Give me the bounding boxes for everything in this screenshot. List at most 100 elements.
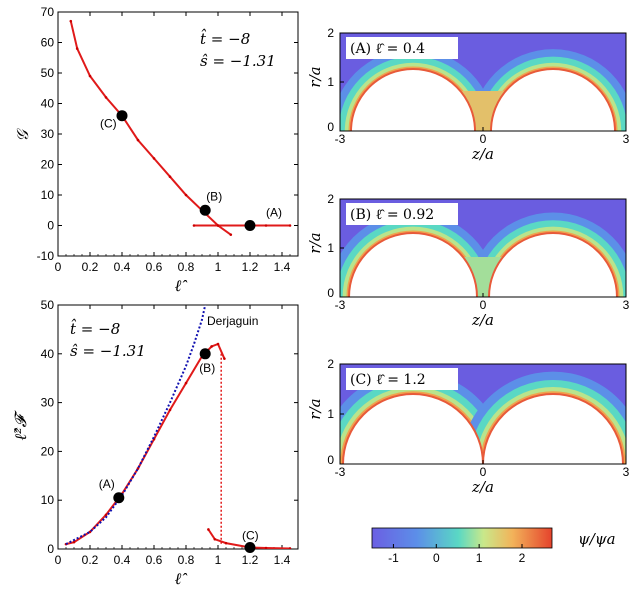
plot-frame	[57, 11, 299, 257]
series-point	[104, 96, 108, 99]
series-point	[104, 513, 108, 517]
highlight-point	[199, 348, 211, 360]
y-axis-label: r/a	[306, 66, 324, 87]
x-tick-label: 0	[480, 132, 487, 146]
series-line-2	[207, 528, 291, 549]
y-tick-label: 70	[41, 5, 55, 19]
x-tick-label: 0.4	[114, 260, 131, 274]
x-tick-label: 0.6	[146, 260, 163, 274]
colorbar-gradient	[371, 527, 553, 549]
scaled-force-chart: 0 0.2 0.4 0.6 0.8 1 1.2 1.4 0 10 20 30 40 50 (A) (B) (…	[11, 298, 299, 588]
highlight-point	[116, 110, 128, 122]
x-tick-label: 1.4	[274, 553, 291, 567]
point-label: (C)	[100, 117, 117, 131]
point-label: (A)	[266, 206, 282, 220]
x-tick-label: 3	[623, 465, 630, 479]
x-tick-label: 0	[55, 260, 62, 274]
x-axis-label: z/a	[471, 478, 494, 496]
y-axis-label: r/a	[306, 232, 324, 253]
y-axis-label: ℓ̂²𝓕	[11, 409, 30, 440]
panel-label-box	[346, 203, 458, 225]
x-tick-label: 0.6	[146, 553, 163, 567]
colorbar: -1 0 1 2 ψ/ψa	[371, 527, 616, 565]
series-point	[168, 175, 172, 178]
colorbar-tick-label: 2	[519, 551, 526, 565]
series-point	[136, 138, 140, 142]
colloid-particle	[342, 393, 484, 464]
y-tick-label: 1	[327, 407, 334, 421]
panel-label: (C) ℓ̂ = 1.2	[350, 372, 426, 388]
x-tick-label: -3	[335, 465, 346, 479]
y-tick-label: 0	[47, 219, 54, 233]
panel-label: (B) ℓ̂ = 0.92	[350, 207, 434, 223]
series-point	[216, 342, 220, 346]
series-line-1	[65, 305, 207, 545]
x-axis-label: ℓ̂	[175, 569, 188, 588]
y-tick-label: 0	[47, 542, 54, 556]
x-tick-label: 3	[623, 132, 630, 146]
colorbar-tick-label: 0	[433, 551, 440, 565]
x-tick-label: -3	[335, 298, 346, 312]
series-point	[75, 47, 79, 50]
series-point	[264, 224, 268, 227]
param-s: ŝ = −1.31	[200, 52, 276, 70]
series-point	[210, 345, 213, 348]
point-label: (B)	[199, 361, 215, 375]
colloid-particle	[350, 68, 476, 131]
y-tick-label: 30	[41, 127, 55, 141]
x-tick-label: 0.8	[178, 553, 195, 567]
y-tick-label: -10	[37, 249, 55, 263]
y-tick-label: 1	[327, 75, 334, 89]
highlight-point	[113, 492, 125, 504]
x-tick-label: 1	[215, 553, 222, 567]
x-tick-label: -3	[335, 132, 346, 146]
series-point	[224, 541, 228, 545]
series-point	[72, 540, 76, 544]
param-s: ŝ = −1.31	[70, 342, 146, 360]
series-point	[88, 74, 92, 78]
y-axis-label: r/a	[306, 398, 324, 419]
y-tick-label: 50	[41, 298, 55, 312]
derjaguin-annotation: Derjaguin	[207, 314, 258, 328]
colorbar-label: ψ/ψa	[578, 530, 616, 548]
x-axis-label: z/a	[471, 145, 494, 163]
point-label: (A)	[99, 477, 115, 491]
panel-label-box	[346, 37, 458, 59]
param-t: t̂ = −8	[70, 319, 120, 338]
x-tick-label: 0.4	[114, 553, 131, 567]
series-point	[213, 537, 217, 541]
x-tick-label: 0.8	[178, 260, 195, 274]
x-tick-label: 0	[480, 465, 487, 479]
series-point	[264, 546, 268, 549]
panel-label: (A) ℓ̂ = 0.4	[350, 41, 425, 57]
y-tick-label: 50	[41, 66, 55, 80]
free-energy-chart: 0 0.2 0.4 0.6 0.8 1 1.2 1.4 -10010203040506070 …	[13, 5, 299, 295]
y-tick-label: 40	[41, 347, 55, 361]
x-tick-label: 1.2	[242, 260, 259, 274]
colloid-particle	[488, 232, 618, 297]
series-point	[288, 547, 292, 549]
y-tick-label: 10	[41, 493, 55, 507]
y-tick-label: 20	[41, 444, 55, 458]
x-tick-label: 0.2	[82, 260, 99, 274]
series-point	[69, 19, 73, 23]
colorbar-tick-label: 1	[476, 551, 483, 565]
x-tick-label: 0.2	[82, 553, 99, 567]
y-tick-label: 20	[41, 158, 55, 172]
series-point	[184, 381, 188, 385]
colorbar-tick-label: -1	[388, 551, 399, 565]
colloid-particle	[482, 393, 624, 464]
series-point	[168, 408, 172, 412]
series-point	[152, 157, 156, 160]
y-tick-label: 0	[327, 120, 334, 134]
x-tick-label: 1	[215, 260, 222, 274]
y-tick-label: 1	[327, 241, 334, 255]
y-tick-label: 2	[327, 357, 334, 371]
colloid-particle	[348, 232, 478, 297]
x-tick-label: 0	[55, 553, 62, 567]
y-tick-label: 30	[41, 396, 55, 410]
x-axis-label: z/a	[471, 311, 494, 329]
